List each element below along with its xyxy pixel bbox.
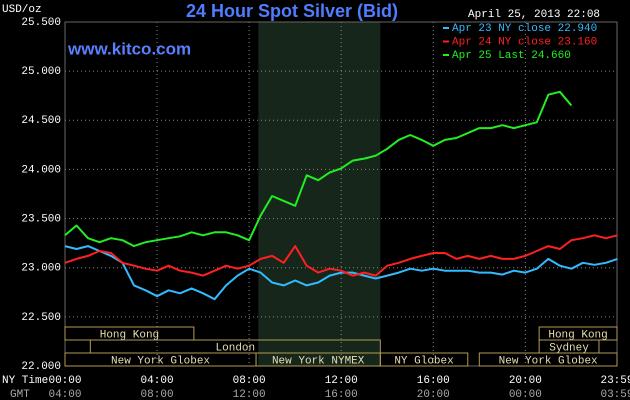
session-label: New York Globex xyxy=(111,355,210,367)
x2-tick-label: 16:00 xyxy=(325,389,358,400)
y-tick-label: 22.500 xyxy=(21,312,61,324)
y-tick-label: 24.500 xyxy=(21,115,61,127)
session-label: New York Globex xyxy=(499,355,598,367)
x-tick-label: 20:00 xyxy=(509,375,542,387)
y-tick-label: 22.000 xyxy=(21,361,61,373)
x2-tick-label: 00:00 xyxy=(509,389,542,400)
x-tick-label: 00:00 xyxy=(48,375,81,387)
x-tick-label: 12:00 xyxy=(325,375,358,387)
series-line xyxy=(64,245,618,301)
legend-label: Apr 25 Last 24.660 xyxy=(452,50,571,62)
website: www.kitco.com xyxy=(67,39,191,58)
y-tick-label: 24.000 xyxy=(21,164,61,176)
x-tick-label: 08:00 xyxy=(233,375,266,387)
background-layer xyxy=(64,21,618,367)
x2-tick-label: 04:00 xyxy=(48,389,81,400)
session-label: NY Globex xyxy=(394,355,454,367)
session-box xyxy=(379,352,469,367)
session-label: London xyxy=(216,342,256,354)
series-line xyxy=(64,90,573,248)
x2-tick-label: 08:00 xyxy=(141,389,174,400)
x-tick-label: 16:00 xyxy=(417,375,450,387)
legend-label: Apr 23 NY close 22.940 xyxy=(452,23,597,35)
x-tick-label: 23:59 xyxy=(600,375,630,387)
x-tick-label: 04:00 xyxy=(141,375,174,387)
x2-tick-label: 20:00 xyxy=(417,389,450,400)
x-row-label: NY Time xyxy=(2,375,48,387)
chart-title: 24 Hour Spot Silver (Bid) xyxy=(186,1,398,21)
session-label: New York NYMEX xyxy=(272,355,365,367)
series-line xyxy=(64,234,618,277)
unit-label: USD/oz xyxy=(2,4,42,16)
session-label: Hong Kong xyxy=(100,329,159,341)
y-tick-label: 25.500 xyxy=(21,17,61,29)
x2-row-label: GMT xyxy=(10,389,30,400)
y-tick-label: 23.500 xyxy=(21,213,61,225)
session-label: Hong Kong xyxy=(548,329,607,341)
y-tick-label: 23.000 xyxy=(21,263,61,275)
session-label: Sydney xyxy=(549,342,589,354)
x2-tick-label: 12:00 xyxy=(233,389,266,400)
x2-tick-label: 03:59 xyxy=(600,389,630,400)
session-box xyxy=(478,352,618,367)
y-tick-label: 25.000 xyxy=(21,66,61,78)
session-highlight xyxy=(258,22,381,366)
timestamp: April 25, 2013 22:08 xyxy=(468,9,600,21)
legend-label: Apr 24 NY close 23.160 xyxy=(452,36,597,48)
